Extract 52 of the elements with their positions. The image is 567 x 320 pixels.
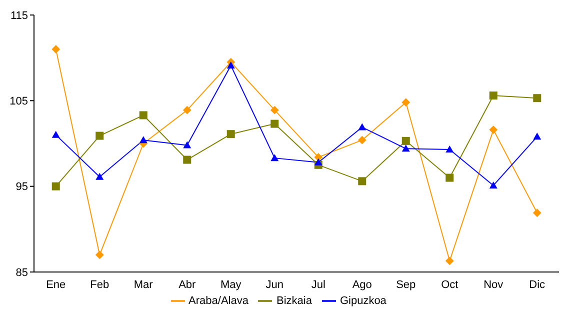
point (96, 132, 104, 140)
x-tick-label: Nov (484, 278, 504, 291)
point (183, 141, 192, 148)
point (226, 62, 235, 69)
point (358, 136, 366, 144)
point (533, 94, 542, 102)
point (52, 130, 60, 138)
point (96, 172, 104, 180)
point (489, 92, 498, 100)
x-tick-label: Dic (529, 278, 546, 291)
legend-label: Bizkaia (276, 294, 312, 307)
point (489, 181, 498, 188)
point (183, 106, 192, 114)
point (139, 111, 148, 120)
y-tick-label: 95 (16, 181, 28, 194)
point (446, 256, 454, 265)
point (183, 156, 192, 164)
point (358, 177, 366, 186)
point (533, 208, 542, 217)
x-tick-label: Ene (46, 278, 66, 291)
point (52, 45, 60, 54)
point (314, 158, 322, 166)
point (533, 132, 542, 140)
x-tick-label: Sep (396, 278, 416, 291)
point (446, 174, 454, 182)
point (402, 136, 410, 145)
point (446, 145, 454, 152)
legend-label: Araba/Alava (188, 294, 248, 307)
x-tick-label: Feb (90, 278, 110, 291)
point (270, 120, 279, 128)
legend-label: Gipuzkoa (340, 294, 386, 307)
point (489, 126, 498, 134)
point (270, 154, 279, 162)
x-tick-label: May (220, 278, 242, 291)
x-tick-label: Abr (178, 278, 196, 291)
x-tick-label: Oct (441, 278, 458, 291)
point (402, 98, 410, 106)
y-tick-label: 85 (16, 266, 28, 279)
point (402, 144, 410, 152)
x-tick-label: Mar (134, 278, 154, 291)
point (358, 123, 366, 130)
y-tick-label: 115 (10, 10, 28, 22)
point (270, 106, 279, 114)
x-tick-label: Ago (352, 278, 372, 291)
point (139, 136, 148, 144)
point (314, 153, 322, 162)
y-tick-label: 105 (10, 96, 28, 108)
x-tick-label: Jun (266, 278, 284, 291)
point (52, 182, 60, 190)
point (226, 130, 235, 138)
x-tick-label: Jul (311, 278, 326, 291)
point (96, 250, 104, 259)
